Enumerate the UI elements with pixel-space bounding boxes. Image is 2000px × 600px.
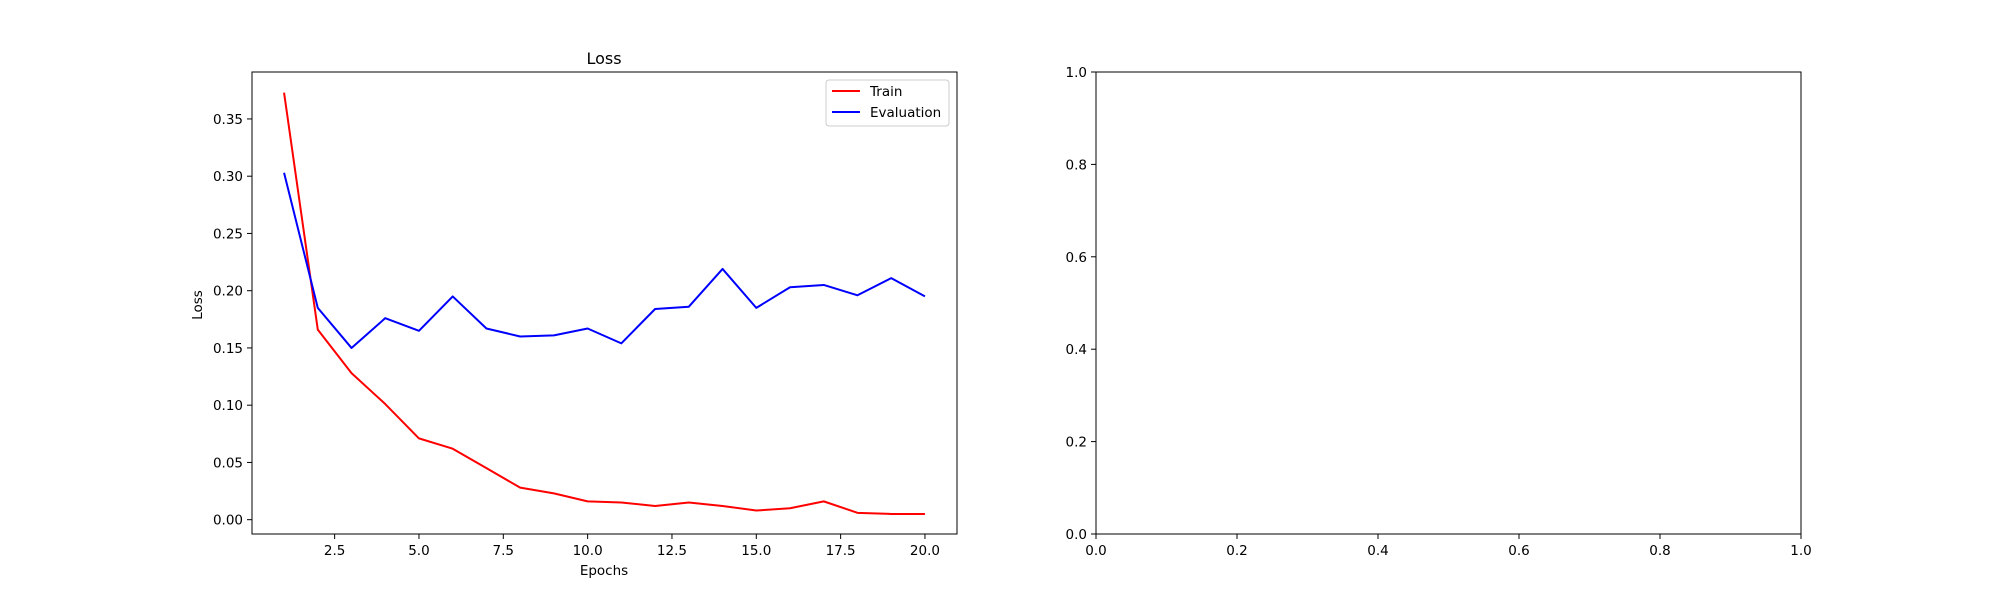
y-tick-label: 1.0 bbox=[1066, 65, 1087, 81]
x-tick-label: 0.8 bbox=[1649, 543, 1670, 559]
y-tick-label: 0.8 bbox=[1066, 157, 1087, 173]
y-tick-label: 0.0 bbox=[1066, 527, 1087, 543]
x-tick-label: 1.0 bbox=[1790, 543, 1811, 559]
x-axis-label: Epochs bbox=[580, 563, 628, 579]
x-tick-label: 12.5 bbox=[657, 543, 687, 559]
chart-title: Loss bbox=[586, 49, 621, 68]
series-line-evaluation bbox=[283, 172, 926, 349]
y-tick-label: 0.6 bbox=[1066, 250, 1087, 266]
y-tick-label: 0.05 bbox=[213, 455, 243, 471]
y-ticks: 0.0 0.2 0.4 0.6 0.8 1.0 bbox=[1066, 65, 1096, 543]
x-ticks: 0.0 0.2 0.4 0.6 0.8 1.0 bbox=[1085, 534, 1812, 559]
y-tick-label: 0.4 bbox=[1066, 342, 1087, 358]
y-axis-label: Loss bbox=[190, 290, 206, 320]
axes-frame bbox=[251, 71, 958, 535]
y-tick-label: 0.2 bbox=[1066, 435, 1087, 451]
x-tick-label: 5.0 bbox=[408, 543, 429, 559]
x-tick-label: 17.5 bbox=[826, 543, 856, 559]
x-tick-label: 0.6 bbox=[1508, 543, 1529, 559]
x-tick-label: 10.0 bbox=[573, 543, 603, 559]
x-ticks: 2.5 5.0 7.5 10.0 12.5 15.0 17.5 20.0 bbox=[324, 534, 940, 559]
legend-label-evaluation: Evaluation bbox=[870, 105, 941, 121]
loss-axes: Loss Epochs Loss 2.5 5.0 7.5 10.0 12.5 15.0 17… bbox=[190, 49, 958, 579]
series-line-train bbox=[283, 92, 925, 515]
x-tick-label: 0.4 bbox=[1367, 543, 1388, 559]
y-tick-label: 0.25 bbox=[213, 226, 243, 242]
x-tick-label: 0.2 bbox=[1226, 543, 1247, 559]
axes-frame bbox=[1095, 71, 1802, 535]
x-tick-label: 7.5 bbox=[493, 543, 514, 559]
y-tick-label: 0.00 bbox=[213, 513, 243, 529]
x-tick-label: 15.0 bbox=[741, 543, 771, 559]
x-tick-label: 20.0 bbox=[910, 543, 940, 559]
y-tick-label: 0.15 bbox=[213, 341, 243, 357]
y-tick-label: 0.35 bbox=[213, 112, 243, 128]
x-tick-label: 0.0 bbox=[1085, 543, 1106, 559]
x-tick-label: 2.5 bbox=[324, 543, 345, 559]
legend: Train Evaluation bbox=[825, 79, 950, 127]
y-ticks: 0.00 0.05 0.10 0.15 0.20 0.25 0.30 0.35 bbox=[213, 112, 252, 529]
y-tick-label: 0.30 bbox=[213, 169, 243, 185]
plot-lines bbox=[283, 92, 926, 515]
y-tick-label: 0.20 bbox=[213, 284, 243, 300]
legend-label-train: Train bbox=[869, 84, 902, 100]
y-tick-label: 0.10 bbox=[213, 398, 243, 414]
empty-axes: 0.0 0.2 0.4 0.6 0.8 1.0 0.0 0.2 0.4 0.6 0.8 1.0 bbox=[1066, 65, 1812, 559]
